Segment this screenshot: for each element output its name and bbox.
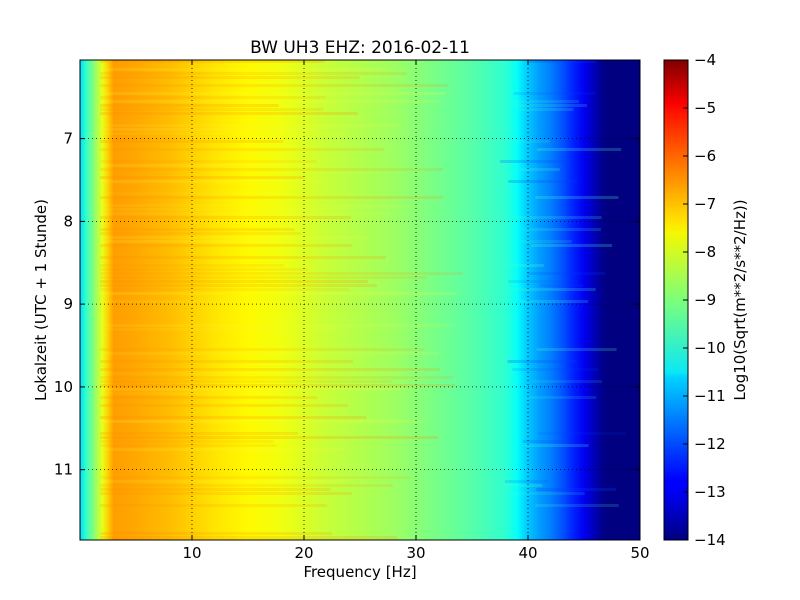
colorbar-tick-label: −14 [694, 531, 726, 549]
x-tick-label: 10 [182, 544, 201, 562]
grid-lines [80, 60, 640, 540]
colorbar: −4 −5 −6 −7 −8 −9 −10 −11 −12 −13 −14 Log10(Sqrt(m… [663, 51, 749, 549]
colorbar-tick-label: −9 [694, 291, 716, 309]
y-axis-label: Lokalzeit (UTC + 1 Stunde) [32, 199, 50, 401]
colorbar-tick-label: −7 [694, 195, 716, 213]
plot-frame [79, 59, 641, 541]
spectrogram-image [80, 60, 640, 540]
plot-area: 10 20 30 40 50 7 8 9 10 11 [54, 59, 650, 562]
y-tick-label: 8 [63, 212, 73, 230]
y-tick-label: 10 [54, 378, 73, 396]
colorbar-tick-label: −5 [694, 99, 716, 117]
x-axis-label: Frequency [Hz] [303, 563, 416, 581]
y-axis-ticks: 7 8 9 10 11 [54, 130, 640, 479]
x-axis-ticks: 10 20 30 40 50 [182, 60, 650, 562]
colorbar-tick-label: −4 [694, 51, 716, 69]
x-tick-label: 50 [630, 544, 649, 562]
spectrogram-row-bands [100, 60, 626, 539]
y-tick-label: 11 [54, 461, 73, 479]
y-tick-label: 7 [63, 130, 73, 148]
x-tick-label: 20 [294, 544, 313, 562]
chart-title: BW UH3 EHZ: 2016-02-11 [250, 38, 470, 58]
colorbar-tick-label: −10 [694, 339, 726, 357]
colorbar-tick-label: −13 [694, 483, 726, 501]
colorbar-tick-label: −6 [694, 147, 716, 165]
x-tick-label: 30 [406, 544, 425, 562]
colorbar-tick-label: −11 [694, 387, 726, 405]
x-tick-label: 40 [518, 544, 537, 562]
colorbar-tick-label: −12 [694, 435, 726, 453]
colorbar-label: Log10(Sqrt(m**2/s**2/Hz)) [731, 199, 749, 400]
colorbar-ticks: −4 −5 −6 −7 −8 −9 −10 −11 −12 −13 −14 [683, 51, 726, 549]
colorbar-tick-label: −8 [694, 243, 716, 261]
y-tick-label: 9 [63, 295, 73, 313]
